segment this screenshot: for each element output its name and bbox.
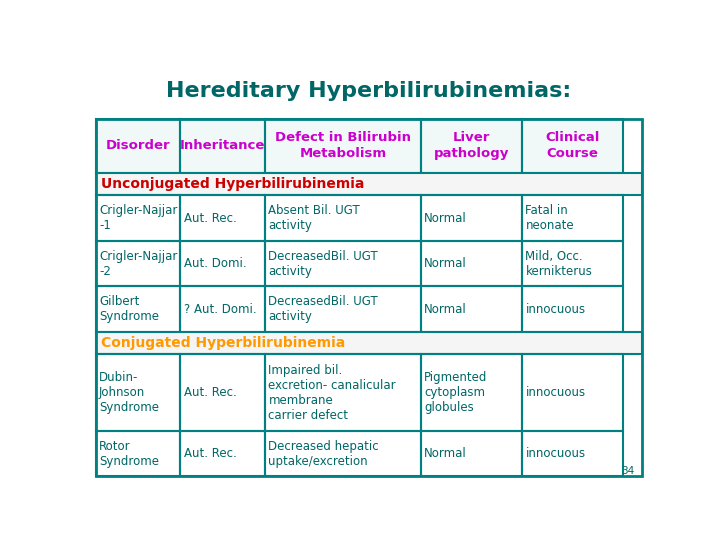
Text: Aut. Rec.: Aut. Rec. <box>184 212 236 225</box>
Bar <box>180 195 265 241</box>
Bar <box>265 354 421 431</box>
Bar <box>180 354 265 431</box>
Bar <box>265 241 421 286</box>
Bar <box>96 195 180 241</box>
Text: Rotor
Syndrome: Rotor Syndrome <box>99 440 159 468</box>
Bar <box>96 119 180 173</box>
Bar <box>522 241 624 286</box>
Text: Normal: Normal <box>424 257 467 270</box>
Text: innocuous: innocuous <box>526 386 585 399</box>
Text: Clinical
Course: Clinical Course <box>546 131 600 160</box>
Bar <box>180 241 265 286</box>
Text: Fatal in
neonate: Fatal in neonate <box>526 204 574 232</box>
Bar <box>421 195 522 241</box>
Bar <box>522 354 624 431</box>
Bar <box>421 241 522 286</box>
Text: Aut. Rec.: Aut. Rec. <box>184 447 236 460</box>
Bar <box>96 354 180 431</box>
Bar <box>180 431 265 476</box>
Text: DecreasedBil. UGT
activity: DecreasedBil. UGT activity <box>269 249 378 278</box>
Bar <box>265 431 421 476</box>
Bar <box>96 173 642 195</box>
Bar <box>421 241 522 286</box>
Text: Disorder: Disorder <box>106 139 170 152</box>
Bar <box>522 241 624 286</box>
Text: Hereditary Hyperbilirubinemias:: Hereditary Hyperbilirubinemias: <box>166 82 572 102</box>
Bar <box>522 195 624 241</box>
Bar <box>421 431 522 476</box>
Bar <box>180 354 265 431</box>
Text: 34: 34 <box>621 465 634 476</box>
Bar <box>522 195 624 241</box>
Bar <box>96 119 180 173</box>
Text: Gilbert
Syndrome: Gilbert Syndrome <box>99 295 159 323</box>
Text: Decreased hepatic
uptake/excretion: Decreased hepatic uptake/excretion <box>269 440 379 468</box>
Bar <box>265 354 421 431</box>
Bar <box>522 286 624 332</box>
Bar <box>421 119 522 173</box>
Bar <box>522 119 624 173</box>
Text: ? Aut. Domi.: ? Aut. Domi. <box>184 302 256 315</box>
Bar <box>421 354 522 431</box>
Text: Normal: Normal <box>424 447 467 460</box>
Bar <box>180 431 265 476</box>
Text: Pigmented
cytoplasm
globules: Pigmented cytoplasm globules <box>424 371 487 414</box>
Bar <box>421 286 522 332</box>
Bar <box>421 431 522 476</box>
Bar <box>421 195 522 241</box>
Text: Aut. Domi.: Aut. Domi. <box>184 257 246 270</box>
Bar <box>180 286 265 332</box>
Bar <box>96 332 642 354</box>
Text: DecreasedBil. UGT
activity: DecreasedBil. UGT activity <box>269 295 378 323</box>
Text: Dubin-
Johnson
Syndrome: Dubin- Johnson Syndrome <box>99 371 159 414</box>
Bar <box>96 431 180 476</box>
Bar <box>522 354 624 431</box>
Bar <box>96 119 642 476</box>
Text: Defect in Bilirubin
Metabolism: Defect in Bilirubin Metabolism <box>275 131 411 160</box>
Bar <box>421 119 522 173</box>
Bar <box>180 119 265 173</box>
Bar <box>96 241 180 286</box>
Bar <box>265 119 421 173</box>
Bar <box>96 354 180 431</box>
Bar <box>522 286 624 332</box>
Bar <box>421 354 522 431</box>
Text: innocuous: innocuous <box>526 302 585 315</box>
Text: Aut. Rec.: Aut. Rec. <box>184 386 236 399</box>
Text: Mild, Occ.
kernikterus: Mild, Occ. kernikterus <box>526 249 593 278</box>
Bar <box>180 241 265 286</box>
Text: Crigler-Najjar
-1: Crigler-Najjar -1 <box>99 204 177 232</box>
Bar <box>522 431 624 476</box>
Bar <box>180 119 265 173</box>
Bar <box>96 431 180 476</box>
Text: Impaired bil.
excretion- canalicular
membrane
carrier defect: Impaired bil. excretion- canalicular mem… <box>269 364 396 422</box>
Text: Crigler-Najjar
-2: Crigler-Najjar -2 <box>99 249 177 278</box>
Text: Absent Bil. UGT
activity: Absent Bil. UGT activity <box>269 204 360 232</box>
Bar <box>265 119 421 173</box>
Bar <box>265 431 421 476</box>
Bar <box>180 286 265 332</box>
Text: innocuous: innocuous <box>526 447 585 460</box>
Bar <box>522 119 624 173</box>
Bar <box>265 286 421 332</box>
Text: Liver
pathology: Liver pathology <box>434 131 509 160</box>
Bar <box>421 286 522 332</box>
Bar <box>96 286 180 332</box>
Bar <box>180 195 265 241</box>
Bar <box>96 286 180 332</box>
Text: Conjugated Hyperbilirubinemia: Conjugated Hyperbilirubinemia <box>101 336 346 350</box>
Text: Inheritance: Inheritance <box>180 139 266 152</box>
Bar <box>96 195 180 241</box>
Bar <box>265 286 421 332</box>
Text: Normal: Normal <box>424 302 467 315</box>
Text: Unconjugated Hyperbilirubinemia: Unconjugated Hyperbilirubinemia <box>101 177 364 191</box>
Bar <box>96 241 180 286</box>
Bar <box>265 195 421 241</box>
Text: Normal: Normal <box>424 212 467 225</box>
Bar <box>265 241 421 286</box>
Bar <box>522 431 624 476</box>
Bar <box>265 195 421 241</box>
